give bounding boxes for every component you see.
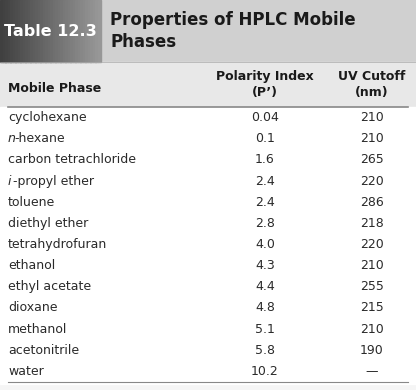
Text: ethanol: ethanol <box>8 259 55 272</box>
Text: 0.04: 0.04 <box>251 111 279 124</box>
Text: 220: 220 <box>360 238 384 251</box>
Bar <box>47 0 50 62</box>
Text: diethyl ether: diethyl ether <box>8 217 88 230</box>
Text: 215: 215 <box>360 301 384 314</box>
Text: 218: 218 <box>360 217 384 230</box>
Bar <box>30 0 33 62</box>
Text: 0.1: 0.1 <box>255 132 275 145</box>
Text: 286: 286 <box>360 196 384 209</box>
Bar <box>72 0 75 62</box>
Bar <box>22 0 25 62</box>
Text: tetrahydrofuran: tetrahydrofuran <box>8 238 107 251</box>
Text: —: — <box>366 365 378 378</box>
Text: 190: 190 <box>360 344 384 357</box>
Bar <box>0 107 416 384</box>
Bar <box>90 0 93 62</box>
Bar <box>17 0 20 62</box>
Text: n: n <box>8 132 16 145</box>
Text: 4.3: 4.3 <box>255 259 275 272</box>
Bar <box>95 0 98 62</box>
Bar <box>10 0 13 62</box>
Text: 210: 210 <box>360 323 384 336</box>
Text: 220: 220 <box>360 175 384 188</box>
Text: Polarity Index
(P’): Polarity Index (P’) <box>216 70 314 99</box>
Bar <box>97 0 101 62</box>
Bar <box>0 0 3 62</box>
Bar <box>40 0 43 62</box>
Text: 4.8: 4.8 <box>255 301 275 314</box>
Bar <box>80 0 83 62</box>
Bar <box>25 0 28 62</box>
Text: Mobile Phase: Mobile Phase <box>8 82 101 95</box>
Bar <box>0 0 416 62</box>
Bar <box>57 0 60 62</box>
Text: UV Cutoff
(nm): UV Cutoff (nm) <box>338 70 406 99</box>
Bar <box>87 0 91 62</box>
Bar <box>45 0 48 62</box>
Text: -propyl ether: -propyl ether <box>13 175 94 188</box>
Text: ethyl acetate: ethyl acetate <box>8 280 91 293</box>
Bar <box>65 0 68 62</box>
Bar <box>35 0 38 62</box>
Bar <box>32 0 35 62</box>
Text: 2.4: 2.4 <box>255 196 275 209</box>
Bar <box>7 0 10 62</box>
Text: -hexane: -hexane <box>15 132 65 145</box>
Text: 4.4: 4.4 <box>255 280 275 293</box>
Text: 2.4: 2.4 <box>255 175 275 188</box>
Text: i: i <box>8 175 12 188</box>
Text: 5.1: 5.1 <box>255 323 275 336</box>
Text: cyclohexane: cyclohexane <box>8 111 87 124</box>
Bar <box>82 0 86 62</box>
Text: Properties of HPLC Mobile
Phases: Properties of HPLC Mobile Phases <box>110 11 356 51</box>
Bar <box>12 0 15 62</box>
Bar <box>15 0 18 62</box>
Bar <box>92 0 96 62</box>
Bar <box>5 0 8 62</box>
Text: 4.0: 4.0 <box>255 238 275 251</box>
Text: water: water <box>8 365 44 378</box>
Text: 210: 210 <box>360 132 384 145</box>
Text: 5.8: 5.8 <box>255 344 275 357</box>
Bar <box>75 0 78 62</box>
Bar <box>55 0 58 62</box>
Text: 10.2: 10.2 <box>251 365 279 378</box>
Bar <box>67 0 70 62</box>
Bar <box>62 0 65 62</box>
Text: 1.6: 1.6 <box>255 153 275 167</box>
Text: acetonitrile: acetonitrile <box>8 344 79 357</box>
Text: methanol: methanol <box>8 323 67 336</box>
Bar <box>37 0 40 62</box>
Text: 2.8: 2.8 <box>255 217 275 230</box>
Bar <box>85 0 88 62</box>
Bar <box>20 0 23 62</box>
Text: Table 12.3: Table 12.3 <box>4 23 97 39</box>
Bar <box>60 0 63 62</box>
Text: 265: 265 <box>360 153 384 167</box>
Text: 255: 255 <box>360 280 384 293</box>
Bar <box>27 0 30 62</box>
Text: 210: 210 <box>360 111 384 124</box>
Text: dioxane: dioxane <box>8 301 57 314</box>
Bar <box>77 0 81 62</box>
Bar <box>2 0 5 62</box>
Text: carbon tetrachloride: carbon tetrachloride <box>8 153 136 167</box>
Bar <box>50 0 53 62</box>
Bar <box>70 0 73 62</box>
Bar <box>0 62 416 107</box>
Bar <box>52 0 55 62</box>
Text: 210: 210 <box>360 259 384 272</box>
Text: toluene: toluene <box>8 196 55 209</box>
Bar <box>42 0 45 62</box>
